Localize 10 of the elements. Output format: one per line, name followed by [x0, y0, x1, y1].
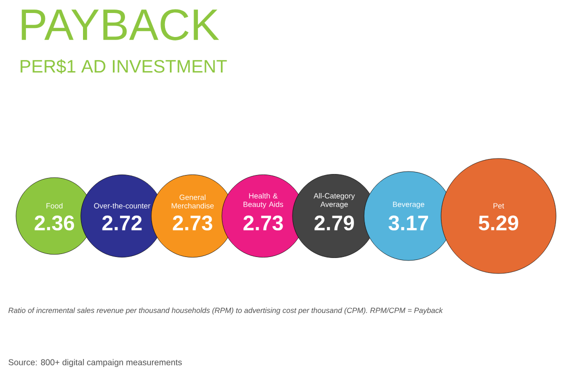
data-label: 2.73	[172, 216, 212, 230]
data-label: 2.79	[314, 216, 354, 230]
data-label: 2.72	[102, 216, 142, 230]
text: PAYBACK	[22, 9, 220, 40]
data-label: 2.73	[243, 216, 283, 230]
text: PER$1 AD INVESTMENT	[20, 59, 227, 74]
data-label: 2.36	[34, 216, 74, 230]
source-note: Source: 800+ digital campaign measurements	[8, 359, 182, 367]
data-label: 3.17	[388, 216, 428, 230]
data-label: 5.29	[478, 216, 518, 230]
